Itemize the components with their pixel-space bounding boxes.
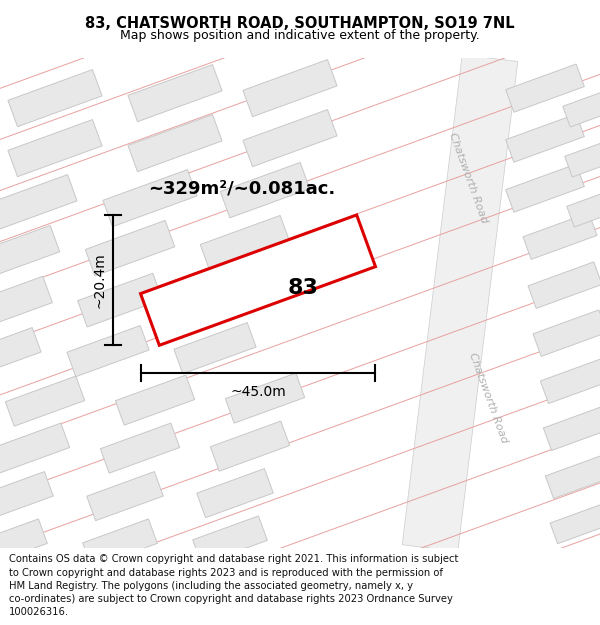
Polygon shape <box>506 64 584 112</box>
Polygon shape <box>0 328 41 379</box>
Text: Contains OS data © Crown copyright and database right 2021. This information is : Contains OS data © Crown copyright and d… <box>9 554 458 617</box>
Polygon shape <box>193 516 268 564</box>
Polygon shape <box>550 503 600 544</box>
Text: Chatsworth Road: Chatsworth Road <box>447 131 489 225</box>
Polygon shape <box>67 326 149 377</box>
Polygon shape <box>226 373 305 423</box>
Polygon shape <box>87 472 163 521</box>
Polygon shape <box>567 189 600 227</box>
Polygon shape <box>200 216 290 271</box>
Polygon shape <box>5 376 85 426</box>
Polygon shape <box>506 164 584 212</box>
Polygon shape <box>8 119 102 177</box>
Polygon shape <box>140 215 376 345</box>
Polygon shape <box>100 423 179 473</box>
Polygon shape <box>545 454 600 499</box>
Polygon shape <box>85 221 175 276</box>
Polygon shape <box>533 310 600 356</box>
Polygon shape <box>103 169 197 227</box>
Polygon shape <box>0 519 47 568</box>
Text: Chatsworth Road: Chatsworth Road <box>467 351 509 445</box>
Polygon shape <box>83 519 157 568</box>
Polygon shape <box>8 69 102 127</box>
Polygon shape <box>77 273 163 327</box>
Polygon shape <box>128 114 222 172</box>
Polygon shape <box>523 213 597 259</box>
Polygon shape <box>0 226 60 281</box>
Polygon shape <box>174 322 256 374</box>
Polygon shape <box>243 109 337 167</box>
Polygon shape <box>541 359 600 404</box>
Polygon shape <box>565 139 600 177</box>
Polygon shape <box>544 406 600 451</box>
Polygon shape <box>0 423 70 473</box>
Polygon shape <box>128 64 222 122</box>
Text: 83: 83 <box>287 278 319 298</box>
Polygon shape <box>211 421 290 471</box>
Text: 83, CHATSWORTH ROAD, SOUTHAMPTON, SO19 7NL: 83, CHATSWORTH ROAD, SOUTHAMPTON, SO19 7… <box>85 16 515 31</box>
Polygon shape <box>0 174 77 232</box>
Polygon shape <box>197 469 273 518</box>
Text: ~329m²/~0.081ac.: ~329m²/~0.081ac. <box>148 179 335 197</box>
Polygon shape <box>402 55 518 551</box>
Polygon shape <box>115 375 194 425</box>
Polygon shape <box>506 114 584 162</box>
Text: Map shows position and indicative extent of the property.: Map shows position and indicative extent… <box>120 29 480 42</box>
Polygon shape <box>243 59 337 117</box>
Polygon shape <box>528 262 600 308</box>
Polygon shape <box>0 472 53 521</box>
Polygon shape <box>0 276 52 330</box>
Text: ~45.0m: ~45.0m <box>230 385 286 399</box>
Polygon shape <box>220 162 310 218</box>
Polygon shape <box>563 89 600 127</box>
Text: ~20.4m: ~20.4m <box>92 253 107 308</box>
